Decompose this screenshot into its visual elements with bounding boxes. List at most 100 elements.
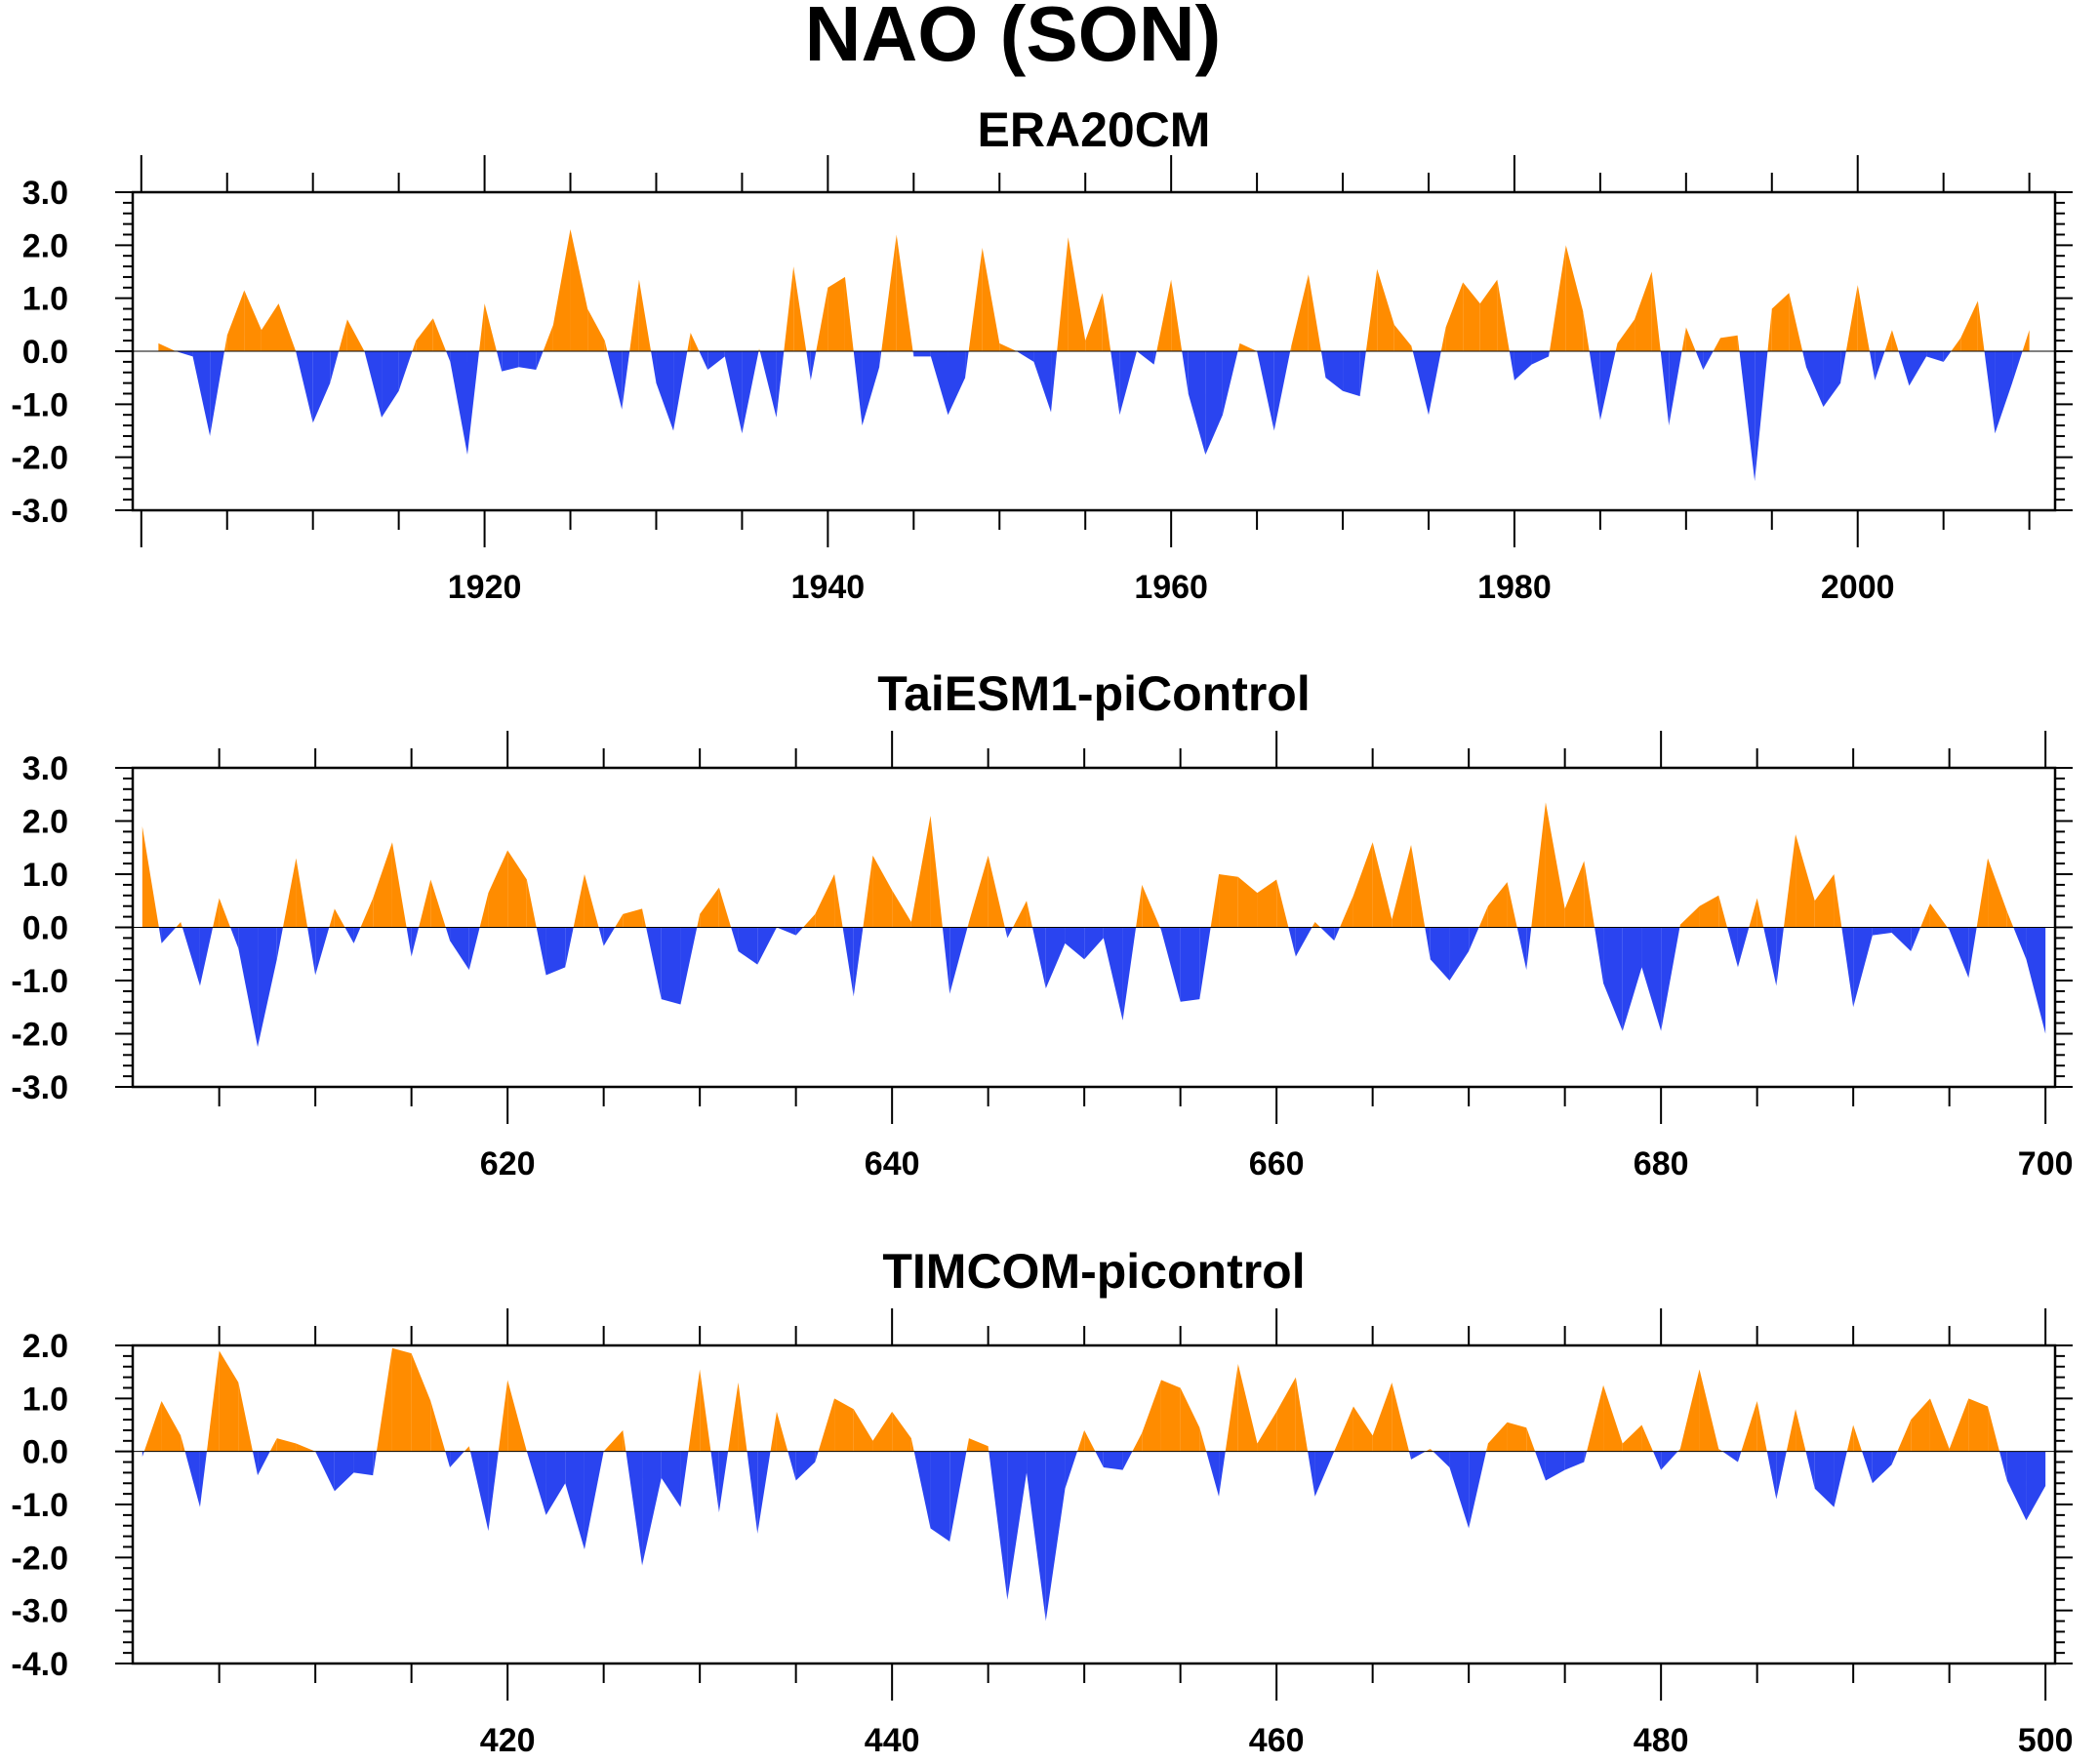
positive-area-segment (329, 908, 335, 928)
positive-area-segment (1132, 1432, 1143, 1452)
negative-area-segment (1653, 1451, 1662, 1470)
positive-area-segment (776, 1411, 788, 1452)
positive-area-segment (1789, 293, 1803, 351)
positive-area-segment (1911, 1398, 1930, 1452)
panel-title: TIMCOM-picontrol (882, 1244, 1305, 1299)
positive-area-segment (1102, 293, 1111, 351)
negative-area-segment (175, 351, 193, 357)
negative-area-segment (1182, 351, 1189, 394)
positive-area-segment (507, 850, 527, 928)
negative-area-segment (536, 351, 544, 371)
positive-area-segment (1276, 879, 1289, 928)
negative-area-segment (1909, 351, 1927, 386)
negative-area-segment (1065, 1451, 1077, 1489)
positive-area-segment (468, 1446, 470, 1452)
positive-area-segment (966, 1438, 969, 1452)
positive-area-segment (346, 319, 365, 351)
negative-area-segment (446, 351, 451, 362)
positive-area-segment (604, 341, 608, 351)
positive-area-segment (1699, 895, 1719, 928)
positive-area-segment (1068, 237, 1086, 351)
negative-area-segment (1703, 351, 1714, 371)
positive-area-segment (1685, 327, 1696, 351)
positive-area-segment (1531, 802, 1546, 928)
y-tick-label: 1.0 (22, 857, 68, 894)
negative-area-segment (312, 351, 331, 423)
negative-area-segment (450, 351, 467, 455)
negative-area-segment (1841, 927, 1854, 1008)
x-tick-label: 680 (1634, 1145, 1689, 1183)
positive-area-segment (552, 229, 571, 351)
area-series (158, 229, 2030, 482)
negative-area-segment (1999, 1451, 2007, 1481)
negative-area-segment (1549, 351, 1550, 357)
negative-area-segment (1180, 927, 1200, 1002)
positive-area-segment (1584, 861, 1595, 928)
negative-area-segment (469, 1451, 489, 1532)
positive-area-segment (1545, 802, 1565, 928)
negative-area-segment (724, 351, 743, 434)
negative-area-segment (795, 927, 804, 936)
positive-area-segment (1479, 279, 1498, 351)
positive-area-segment (770, 1411, 777, 1452)
negative-area-segment (930, 1451, 950, 1543)
positive-area-segment (1085, 293, 1103, 351)
negative-area-segment (1273, 351, 1291, 431)
negative-area-segment (1622, 927, 1642, 1031)
positive-area-segment (1920, 902, 1930, 928)
positive-area-segment (587, 308, 605, 351)
negative-area-segment (466, 351, 480, 455)
y-tick-label: -1.0 (11, 963, 68, 1000)
x-tick-label: 460 (1249, 1722, 1305, 1759)
negative-area-segment (1159, 927, 1161, 931)
negative-area-segment (252, 1451, 259, 1476)
positive-area-segment (1445, 282, 1464, 351)
negative-area-segment (1160, 927, 1181, 1002)
negative-area-segment (776, 351, 785, 418)
negative-area-segment (445, 1451, 451, 1467)
positive-area-segment (1411, 845, 1426, 928)
negative-area-segment (536, 927, 546, 976)
negative-area-segment (1449, 1451, 1470, 1529)
positive-area-segment (1951, 338, 1961, 351)
positive-area-segment (1487, 882, 1508, 928)
negative-area-segment (1531, 351, 1550, 365)
negative-area-segment (406, 927, 412, 957)
positive-area-segment (238, 1383, 253, 1452)
negative-area-segment (199, 927, 214, 986)
positive-area-segment (1564, 861, 1585, 928)
negative-area-segment (1911, 927, 1921, 952)
negative-area-segment (526, 1451, 546, 1515)
positive-area-segment (853, 1409, 873, 1452)
y-tick-label: -3.0 (11, 1069, 68, 1106)
negative-area-segment (1103, 1451, 1123, 1470)
negative-area-segment (1840, 351, 1846, 383)
positive-area-segment (1180, 1387, 1200, 1452)
negative-area-segment (607, 351, 623, 410)
negative-area-segment (1469, 1451, 1486, 1529)
x-tick-label: 2000 (1821, 569, 1895, 606)
positive-area-segment (1142, 1380, 1161, 1452)
negative-area-segment (1007, 1451, 1028, 1600)
negative-area-segment (1695, 351, 1704, 371)
negative-area-segment (1853, 927, 1873, 1008)
negative-area-segment (759, 351, 777, 418)
negative-area-segment (1526, 927, 1532, 971)
negative-area-segment (680, 1451, 689, 1507)
positive-area-segment (1641, 1424, 1654, 1452)
positive-area-segment (968, 1438, 989, 1452)
negative-area-segment (1545, 1451, 1565, 1481)
y-tick-label: -2.0 (11, 1540, 68, 1577)
negative-area-segment (757, 927, 777, 965)
negative-area-segment (1805, 1451, 1815, 1489)
positive-area-segment (718, 887, 732, 928)
area-series (141, 802, 2046, 1048)
negative-area-segment (1412, 351, 1429, 416)
negative-area-segment (1016, 351, 1034, 362)
positive-area-segment (1463, 282, 1480, 351)
positive-area-segment (1372, 842, 1393, 928)
negative-area-segment (545, 927, 566, 976)
negative-area-segment (1763, 927, 1777, 986)
positive-area-segment (1012, 901, 1028, 928)
